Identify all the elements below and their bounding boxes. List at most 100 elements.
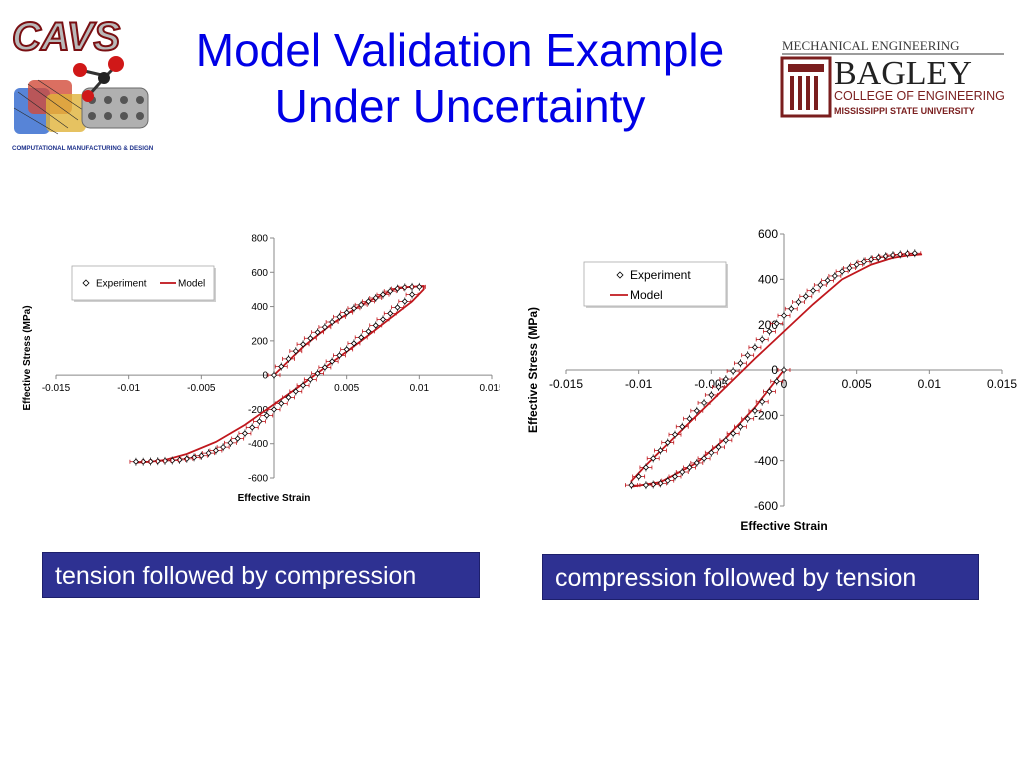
caption-tension-compression: tension followed by compression <box>42 552 480 598</box>
experiment-point <box>343 309 350 316</box>
x-tick-label: -0.015 <box>549 377 583 391</box>
experiment-point <box>256 418 263 425</box>
experiment-point <box>387 288 394 295</box>
y-tick-label: 200 <box>251 336 268 347</box>
experiment-point <box>701 399 708 406</box>
experiment-point <box>773 378 780 385</box>
experiment-point <box>715 383 722 391</box>
right-chart-svg: -0.015 -0.01 -0.005 0 0.005 0.01 0.015-600-400… <box>526 227 1017 533</box>
bagley-college: COLLEGE OF ENGINEERING <box>834 89 1005 103</box>
experiment-point <box>307 376 314 383</box>
experiment-point <box>759 398 766 405</box>
legend: Experiment Model <box>583 261 728 308</box>
experiment-point <box>401 298 408 305</box>
x-tick-label: 0.015 <box>987 377 1017 391</box>
experiment-point <box>372 294 379 302</box>
x-tick-label: -0.015 <box>42 383 71 394</box>
y-tick-label: 0 <box>771 363 778 377</box>
x-tick-label: -0.005 <box>187 383 216 394</box>
experiment-point <box>693 459 700 466</box>
x-tick-label: -0.01 <box>625 377 653 391</box>
legend-model-label: Model <box>178 279 205 290</box>
experiment-point <box>795 298 802 306</box>
y-tick-label: -600 <box>248 474 268 485</box>
experiment-point <box>300 341 307 348</box>
x-tick-label: 0.005 <box>842 377 872 391</box>
experiment-point <box>810 287 817 294</box>
y-tick-label: 400 <box>251 302 268 313</box>
experiment-point <box>409 283 416 290</box>
bagley-dept: MECHANICAL ENGINEERING <box>782 38 960 53</box>
experiment-point <box>751 344 758 351</box>
experiment-point <box>635 473 642 480</box>
experiment-point <box>780 312 788 319</box>
experiment-point <box>642 482 649 489</box>
x-tick-label: -0.01 <box>117 383 140 394</box>
left-chart: -0.015 -0.01 -0.005 0.005 0.01 0.015 -600 -400 -… <box>20 228 500 510</box>
experiment-point <box>220 444 227 451</box>
experiment-point <box>788 305 795 312</box>
experiment-point <box>350 305 357 312</box>
experiment-point <box>227 439 234 446</box>
experiment-point <box>358 334 365 341</box>
x-tick-label: 0.01 <box>410 383 430 394</box>
experiment-point <box>372 322 379 329</box>
experiment-point <box>263 412 270 419</box>
experiment-point <box>708 449 715 456</box>
experiment-point <box>751 407 758 414</box>
experiment-point <box>278 400 285 407</box>
legend: Experiment Model <box>71 265 216 302</box>
experiment-point <box>270 372 278 379</box>
experiment-point <box>307 335 314 342</box>
experiment-point <box>722 376 729 383</box>
experiment-point <box>744 415 751 422</box>
x-tick-label: 0.005 <box>334 383 359 394</box>
experiment-point <box>722 437 729 444</box>
experiment-point <box>744 352 751 359</box>
experiment-point <box>409 291 416 298</box>
experiment-point <box>737 360 744 367</box>
experiment-point <box>401 284 408 291</box>
experiment-point <box>693 407 700 414</box>
experiment-point <box>191 454 198 461</box>
experiment-point <box>831 272 838 279</box>
experiment-point <box>846 264 853 272</box>
experiment-point <box>875 254 882 261</box>
experiment-point <box>853 261 860 268</box>
experiment-point <box>212 447 219 454</box>
experiment-point <box>802 293 809 300</box>
y-tick-label: -400 <box>754 454 778 468</box>
y-tick-label: 0 <box>262 371 268 382</box>
experiment-point <box>824 277 831 284</box>
experiment-point <box>773 320 780 327</box>
experiment-point <box>766 388 773 395</box>
experiment-point <box>708 391 715 398</box>
experiment-point <box>358 301 365 308</box>
cavs-logo: CAVS COMPUTATIONAL MANUFACTURING & DESIG… <box>8 8 158 156</box>
y-axis-label: Effective Stress (MPa) <box>526 307 540 433</box>
experiment-point <box>671 431 679 438</box>
experiment-point <box>292 348 299 355</box>
experiment-point <box>292 388 299 395</box>
bagley-name: BAGLEY <box>834 55 972 92</box>
slide-title: Model Validation Example Under Uncertain… <box>150 22 770 134</box>
title-line-2: Under Uncertainty <box>274 80 646 132</box>
y-tick-label: -200 <box>754 409 778 423</box>
experiment-point <box>657 447 664 454</box>
x-tick-label: 0.015 <box>479 383 500 394</box>
left-chart-svg: -0.015 -0.01 -0.005 0.005 0.01 0.015 -600 -400 -… <box>22 234 500 505</box>
title-line-1: Model Validation Example <box>195 24 725 76</box>
experiment-point <box>671 473 679 480</box>
legend-experiment-marker <box>616 271 624 279</box>
experiment-point <box>817 281 824 289</box>
experiment-point <box>365 328 372 335</box>
bagley-logo-graphic: MECHANICAL ENGINEERING BAGLEY COLLEGE OF… <box>780 38 1005 118</box>
experiment-point <box>679 468 686 476</box>
y-tick-label: -200 <box>248 405 268 416</box>
experiment-point <box>329 358 336 365</box>
bagley-logo: MECHANICAL ENGINEERING BAGLEY COLLEGE OF… <box>778 36 1008 120</box>
experiment-point <box>379 291 387 298</box>
experiment-point <box>628 482 635 489</box>
x-tick-label: 0.01 <box>918 377 942 391</box>
experiment-point <box>686 464 693 471</box>
